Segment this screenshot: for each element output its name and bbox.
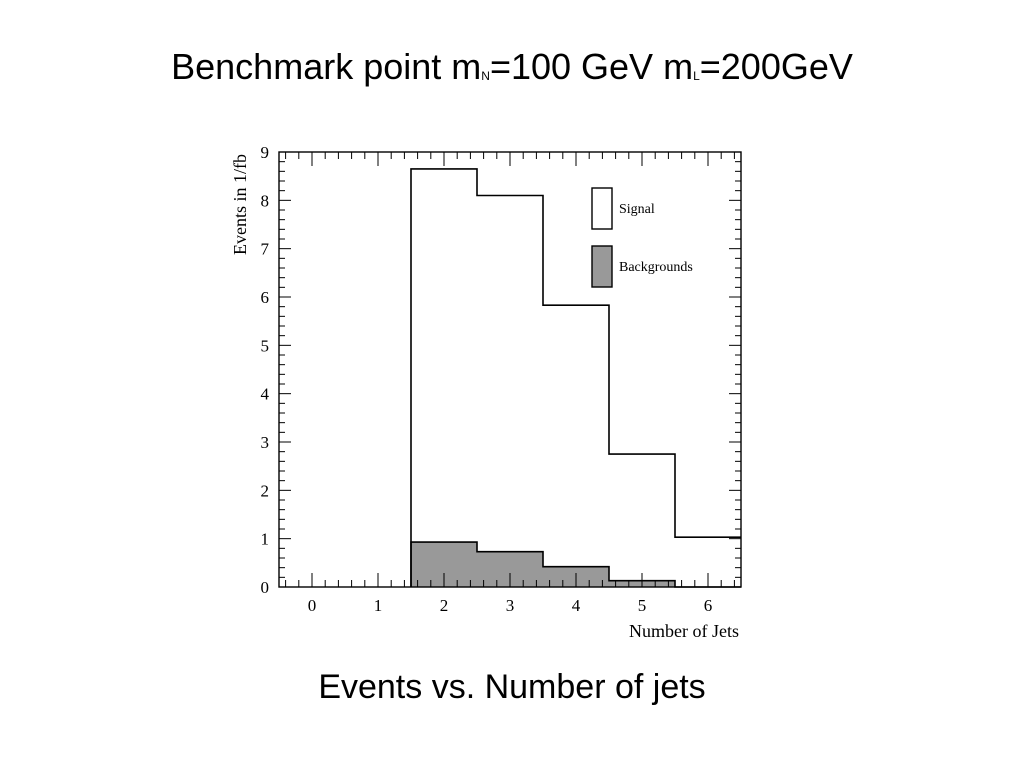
y-tick-label: 9 bbox=[261, 143, 270, 162]
title-mid: =100 GeV m bbox=[489, 46, 694, 87]
y-tick-label: 5 bbox=[261, 336, 270, 355]
title-prefix: Benchmark point m bbox=[171, 46, 482, 87]
y-tick-label: 3 bbox=[261, 433, 270, 452]
y-tick-label: 2 bbox=[261, 481, 270, 500]
x-tick-label: 0 bbox=[308, 596, 317, 615]
x-axis-label: Number of Jets bbox=[629, 621, 739, 640]
y-tick-label: 4 bbox=[261, 385, 270, 404]
y-tick-label: 6 bbox=[261, 288, 270, 307]
x-tick-label: 3 bbox=[506, 596, 515, 615]
title-subscript-n: N bbox=[481, 69, 490, 83]
signal-histogram-outline bbox=[410, 168, 741, 587]
y-tick-label: 0 bbox=[261, 578, 270, 597]
legend-backgrounds-label: Backgrounds bbox=[619, 260, 693, 275]
background-histogram-outline bbox=[410, 541, 741, 588]
legend-backgrounds-swatch bbox=[591, 245, 613, 288]
x-tick-label: 4 bbox=[572, 596, 581, 615]
y-tick-label: 7 bbox=[261, 240, 270, 259]
y-tick-label: 8 bbox=[261, 191, 270, 210]
histogram-chart: 0 1 2 3 4 5 6 7 8 9 0 1 2 3 4 5 6 Number of Jets Events in… bbox=[230, 143, 742, 640]
slide-caption: Events vs. Number of jets bbox=[318, 668, 706, 706]
slide-title: Benchmark point mN=100 GeV mL=200GeV bbox=[0, 46, 1024, 88]
y-tick-label: 1 bbox=[261, 530, 270, 549]
x-tick-label: 2 bbox=[440, 596, 449, 615]
y-axis-label: Events in 1/fb bbox=[230, 154, 250, 255]
legend-signal-label: Signal bbox=[619, 202, 655, 217]
x-tick-label: 6 bbox=[704, 596, 713, 615]
plot-frame bbox=[278, 151, 742, 588]
x-tick-label: 1 bbox=[374, 596, 383, 615]
title-subscript-l: L bbox=[693, 69, 700, 83]
title-suffix: =200GeV bbox=[699, 46, 853, 87]
x-tick-label: 5 bbox=[638, 596, 647, 615]
legend-signal-swatch bbox=[591, 187, 613, 230]
